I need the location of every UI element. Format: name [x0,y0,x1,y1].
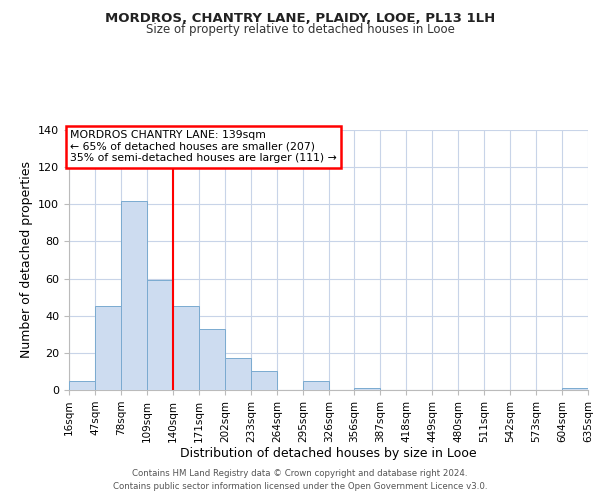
Bar [251,372,277,390]
Bar [199,328,225,390]
Text: Size of property relative to detached houses in Looe: Size of property relative to detached ho… [146,22,454,36]
Text: Contains public sector information licensed under the Open Government Licence v3: Contains public sector information licen… [113,482,487,491]
Text: MORDROS CHANTRY LANE: 139sqm
← 65% of detached houses are smaller (207)
35% of s: MORDROS CHANTRY LANE: 139sqm ← 65% of de… [70,130,337,163]
Bar [303,380,329,390]
Bar [225,358,251,390]
X-axis label: Distribution of detached houses by size in Looe: Distribution of detached houses by size … [180,448,477,460]
Bar [354,388,380,390]
Bar [562,388,588,390]
Bar [147,280,173,390]
Text: Contains HM Land Registry data © Crown copyright and database right 2024.: Contains HM Land Registry data © Crown c… [132,468,468,477]
Y-axis label: Number of detached properties: Number of detached properties [20,162,32,358]
Bar [121,200,147,390]
Bar [95,306,121,390]
Bar [69,380,95,390]
Bar [173,306,199,390]
Text: MORDROS, CHANTRY LANE, PLAIDY, LOOE, PL13 1LH: MORDROS, CHANTRY LANE, PLAIDY, LOOE, PL1… [105,12,495,26]
